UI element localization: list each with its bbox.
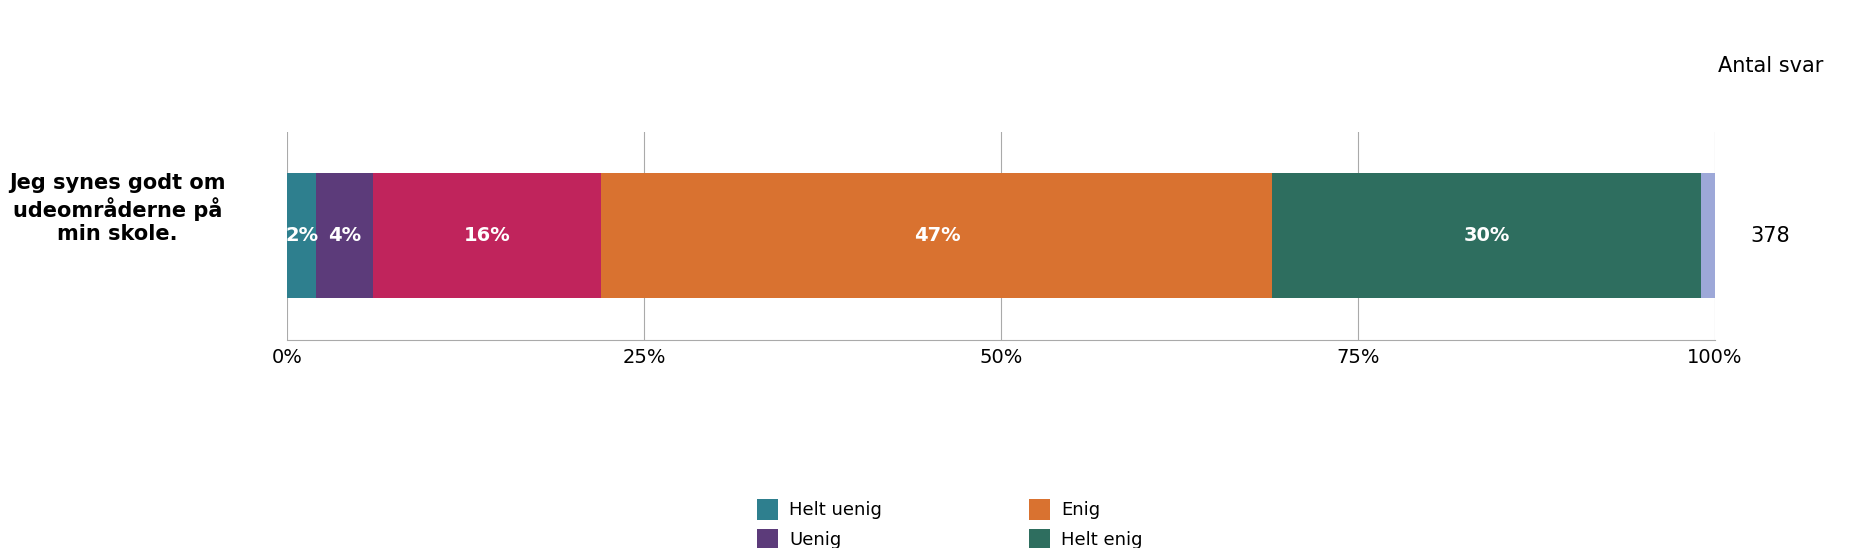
- Text: Jeg synes godt om
udeområderne på
min skole.: Jeg synes godt om udeområderne på min sk…: [9, 173, 226, 244]
- Text: 47%: 47%: [914, 226, 960, 245]
- Text: 378: 378: [1750, 226, 1791, 246]
- Text: 4%: 4%: [328, 226, 362, 245]
- Text: 16%: 16%: [464, 226, 510, 245]
- Bar: [287, 173, 315, 298]
- Bar: [373, 173, 601, 298]
- Bar: [315, 173, 373, 298]
- Bar: [1272, 173, 1700, 298]
- Bar: [601, 173, 1272, 298]
- Text: Antal svar: Antal svar: [1719, 56, 1822, 76]
- Text: 30%: 30%: [1463, 226, 1509, 245]
- Bar: [1700, 173, 1715, 298]
- Legend: Helt uenig, Uenig, Hverken enig eller uenig, Enig, Helt enig, Ønsker ikke at sva: Helt uenig, Uenig, Hverken enig eller ue…: [756, 499, 1246, 548]
- Text: 2%: 2%: [286, 226, 319, 245]
